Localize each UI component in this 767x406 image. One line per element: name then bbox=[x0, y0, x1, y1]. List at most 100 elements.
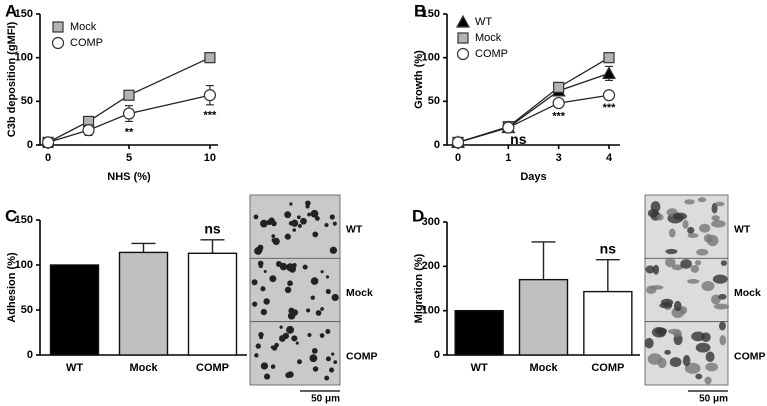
cell bbox=[307, 212, 312, 217]
scale-bar-label: 50 μm bbox=[311, 394, 340, 405]
cell bbox=[302, 264, 308, 270]
cell bbox=[687, 279, 700, 284]
cell bbox=[711, 215, 720, 222]
cell bbox=[260, 219, 268, 228]
bar bbox=[454, 309, 504, 356]
cell bbox=[682, 355, 691, 367]
x-tick-label: Mock bbox=[529, 362, 558, 374]
cell bbox=[292, 228, 297, 232]
cell bbox=[647, 353, 663, 365]
cell bbox=[291, 219, 299, 227]
cell bbox=[701, 280, 715, 292]
micrograph-label: WT bbox=[346, 224, 363, 236]
x-tick-label: Mock bbox=[129, 362, 158, 374]
annotation: ns bbox=[510, 131, 527, 147]
cell bbox=[711, 202, 718, 214]
marker bbox=[602, 89, 616, 102]
legend-label: WT bbox=[475, 16, 492, 28]
cell bbox=[695, 373, 703, 380]
cell bbox=[699, 223, 711, 233]
cell bbox=[251, 279, 258, 286]
cell bbox=[680, 259, 692, 269]
marker bbox=[122, 107, 136, 120]
cell bbox=[664, 349, 671, 355]
marker bbox=[552, 96, 565, 110]
cell bbox=[720, 260, 728, 267]
cell bbox=[260, 286, 266, 292]
cell bbox=[309, 354, 318, 363]
cell bbox=[274, 342, 279, 348]
cell bbox=[260, 362, 269, 370]
cell bbox=[329, 246, 338, 254]
marker bbox=[455, 14, 471, 28]
cell bbox=[672, 212, 688, 221]
cell bbox=[684, 362, 701, 374]
cell bbox=[288, 221, 294, 226]
cell bbox=[718, 321, 726, 331]
error-bar bbox=[595, 258, 620, 292]
micrograph-label: COMP bbox=[346, 350, 378, 362]
cell bbox=[258, 264, 263, 269]
y-tick-label: 100 bbox=[15, 259, 33, 271]
bar bbox=[187, 252, 238, 356]
cell bbox=[319, 333, 325, 338]
y-tick-label: 200 bbox=[422, 260, 440, 272]
y-tick-label: 0 bbox=[27, 139, 33, 151]
cell bbox=[268, 217, 275, 224]
micrograph-label: WT bbox=[734, 224, 751, 236]
cell bbox=[682, 219, 689, 229]
cell bbox=[252, 301, 258, 307]
cell bbox=[660, 298, 674, 306]
panel-label: D bbox=[412, 206, 424, 225]
cell bbox=[263, 269, 267, 273]
y-axis-label: Adhesion (%) bbox=[6, 252, 18, 323]
panel-label: B bbox=[414, 1, 426, 20]
error-bar bbox=[200, 239, 225, 254]
cell bbox=[315, 310, 322, 316]
cell bbox=[329, 214, 335, 220]
series-line bbox=[457, 57, 610, 144]
cell bbox=[668, 228, 676, 238]
cell bbox=[652, 264, 660, 275]
y-tick-label: 150 bbox=[15, 8, 33, 20]
cell bbox=[325, 328, 331, 334]
y-tick-label: 50 bbox=[21, 95, 33, 107]
cell bbox=[287, 312, 296, 320]
marker bbox=[502, 121, 515, 134]
cell bbox=[705, 351, 715, 362]
legend-label: COMP bbox=[475, 48, 508, 60]
x-tick-label: 4 bbox=[606, 152, 613, 164]
x-axis-label: NHS (%) bbox=[107, 171, 151, 183]
marker bbox=[456, 47, 470, 61]
y-axis-label: Growth (%) bbox=[413, 50, 425, 109]
cell bbox=[254, 353, 259, 358]
scale-bar-label: 50 μm bbox=[699, 394, 728, 405]
x-tick-label: 3 bbox=[556, 152, 562, 164]
marker bbox=[82, 124, 95, 137]
annotation: *** bbox=[603, 102, 617, 114]
y-tick-label: 50 bbox=[428, 95, 440, 107]
cell bbox=[671, 264, 684, 271]
cell bbox=[310, 295, 315, 300]
cell bbox=[259, 335, 263, 340]
cell bbox=[284, 211, 292, 219]
legend-label: COMP bbox=[70, 37, 103, 49]
y-tick-label: 0 bbox=[27, 349, 33, 361]
y-tick-label: 50 bbox=[21, 304, 33, 316]
x-tick-label: WT bbox=[66, 362, 83, 374]
y-tick-label: 300 bbox=[422, 216, 440, 228]
cell bbox=[278, 335, 286, 342]
cell bbox=[687, 226, 695, 234]
cell bbox=[263, 298, 270, 305]
cell bbox=[687, 233, 699, 238]
cell bbox=[668, 328, 681, 335]
cell bbox=[325, 356, 331, 362]
cell bbox=[258, 248, 263, 253]
annotation: ns bbox=[600, 240, 617, 256]
marker bbox=[51, 36, 65, 50]
cell bbox=[665, 257, 676, 268]
bar bbox=[583, 290, 633, 356]
y-tick-label: 150 bbox=[422, 8, 440, 20]
cell bbox=[289, 202, 293, 206]
annotation: ns bbox=[204, 221, 221, 237]
